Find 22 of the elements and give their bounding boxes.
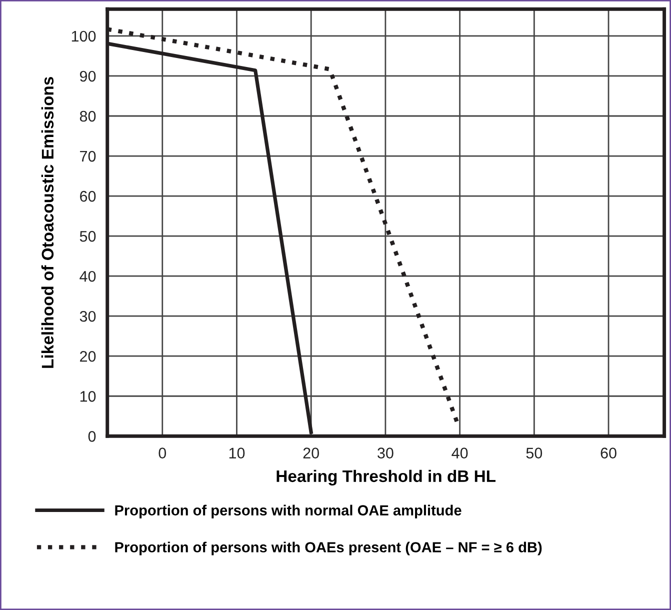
x-tick-label: 50 [526,448,542,458]
x-tick-label: 10 [229,448,245,458]
y-tick-label: 60 [80,190,96,202]
x-tick-label: 60 [600,448,616,458]
y-tick-label: 20 [80,350,96,362]
legend-label: Proportion of persons with normal OAE amplitude [115,504,462,518]
x-tick-label: 40 [452,448,468,458]
x-tick-label: 30 [378,448,394,458]
y-tick-label: 100 [72,30,96,42]
legend-label: Proportion of persons with OAEs present (OAE – NF = ≥ 6 dB) [115,542,542,556]
y-tick-label: 0 [88,431,96,442]
x-tick-label: 0 [158,448,166,458]
y-tick-label: 80 [80,110,96,122]
y-tick-label: 30 [80,310,96,322]
x-axis-title: Hearing Threshold in dB HL [276,470,496,486]
y-tick-label: 90 [80,70,96,82]
y-tick-label: 70 [80,150,96,162]
y-tick-label: 50 [80,230,96,242]
y-tick-label: 10 [80,391,96,402]
x-tick-label: 20 [303,448,319,458]
y-tick-label: 40 [80,270,96,282]
y-axis-title: Likelihood of Otoacoustic Emissions [41,77,54,368]
